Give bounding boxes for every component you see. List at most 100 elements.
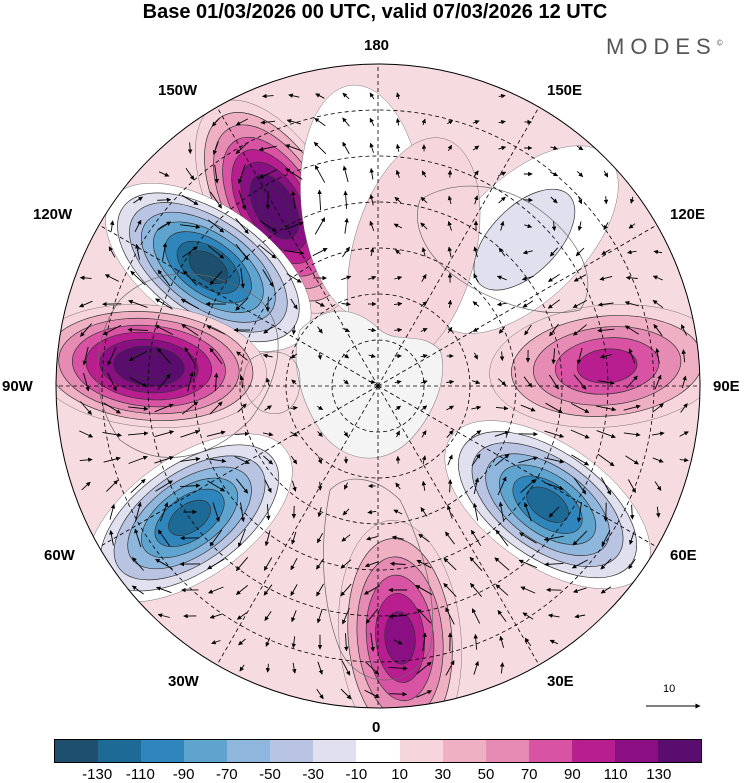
wind-arrow: [208, 586, 224, 594]
wind-arrow: [389, 561, 406, 567]
wind-arrow: [498, 326, 506, 334]
wind-arrow: [235, 218, 249, 234]
wind-arrow: [500, 220, 505, 231]
wind-arrow: [421, 247, 427, 257]
wind-arrow: [367, 275, 377, 281]
wind-arrow: [494, 557, 510, 571]
wind-arrow: [263, 584, 273, 596]
wind-arrow: [573, 324, 587, 336]
colorbar-swatch-10: [485, 740, 529, 762]
wind-arrow: [81, 481, 91, 491]
wind-arrow: [265, 296, 271, 312]
wind-arrow: [395, 92, 401, 100]
wind-arrow: [446, 405, 454, 411]
wind-arrow: [237, 403, 247, 413]
wind-arrow: [341, 534, 351, 542]
wind-arrow: [107, 372, 117, 392]
colorbar-swatch-12: [571, 740, 615, 762]
wind-arrow: [128, 351, 148, 361]
wind-arrow: [102, 431, 122, 438]
wind-arrow: [652, 275, 663, 281]
wind-arrow: [473, 273, 479, 283]
wind-arrow: [495, 405, 509, 411]
wind-arrow: [570, 403, 590, 413]
wind-arrow: [601, 249, 611, 255]
wind-arrow: [105, 480, 119, 492]
wind-arrow: [415, 584, 433, 596]
wind-arrow: [472, 301, 480, 307]
wind-arrow: [206, 458, 227, 464]
wind-arrow: [285, 144, 303, 152]
wind-arrow: [343, 482, 349, 490]
wind-arrow: [235, 243, 249, 261]
wind-arrow: [370, 632, 375, 652]
wind-arrow: [499, 662, 505, 674]
wind-arrow: [520, 404, 536, 412]
wind-arrow: [154, 325, 174, 335]
wind-arrow: [342, 92, 350, 100]
wind-arrow: [82, 346, 89, 366]
colorbar-tick-label: -110: [125, 766, 155, 783]
wind-arrow: [209, 401, 223, 415]
colorbar-tick-label: 70: [520, 766, 538, 783]
wind-arrow: [109, 503, 116, 520]
wind-arrow: [369, 247, 375, 257]
wind-arrow: [155, 480, 173, 492]
wind-arrow: [573, 274, 587, 282]
lon-label-30e: 30E: [547, 673, 574, 690]
colorbar-swatch-7: [356, 740, 400, 762]
wind-arrow: [157, 269, 171, 287]
colorbar-swatch-8: [399, 740, 443, 762]
wind-arrow: [416, 661, 432, 675]
colorbar-swatch-13: [614, 740, 658, 762]
wind-arrow: [421, 274, 427, 282]
wind-arrow: [290, 584, 298, 596]
wind-arrow: [653, 249, 663, 255]
wind-arrow: [103, 456, 121, 463]
wind-arrow: [344, 633, 349, 652]
wind-arrow: [180, 224, 201, 230]
wind-arrow: [316, 532, 324, 544]
wind-arrow: [364, 561, 379, 568]
wind-arrow: [416, 559, 432, 569]
wind-arrow: [206, 430, 226, 437]
wind-arrow: [264, 530, 271, 547]
wind-arrow: [317, 405, 324, 411]
wind-arrow: [262, 432, 274, 437]
wind-arrow: [262, 353, 273, 359]
lon-label-150e: 150E: [547, 82, 583, 99]
wind-arrow: [342, 117, 350, 127]
wind-arrow: [472, 327, 480, 332]
wind-arrow: [134, 219, 142, 233]
wind-arrow: [317, 326, 323, 334]
wind-arrow: [180, 429, 200, 438]
wind-arrow: [523, 376, 533, 388]
wind-arrow: [180, 456, 201, 462]
wind-arrow: [343, 379, 349, 385]
wind-arrow: [366, 536, 378, 541]
wind-arrow: [576, 347, 583, 365]
anomaly-contour: [473, 188, 576, 291]
wind-arrow: [524, 223, 533, 229]
wind-arrow: [446, 504, 453, 519]
wind-arrow: [109, 220, 115, 232]
wind-arrow: [185, 167, 195, 181]
wind-arrow: [623, 404, 641, 411]
wind-arrow: [157, 348, 171, 364]
wind-arrow: [473, 246, 478, 258]
wind-arrow: [420, 222, 428, 230]
wind-arrow: [83, 372, 90, 392]
wind-arrow: [314, 164, 326, 183]
wind-arrow: [498, 119, 506, 125]
wind-arrow: [182, 246, 198, 258]
wind-arrow: [596, 405, 617, 412]
lat-lon-grid: [56, 64, 700, 708]
wind-arrow: [520, 586, 536, 594]
wind-arrow: [135, 243, 140, 260]
wind-arrow: [518, 559, 538, 569]
wind-arrow: [316, 558, 324, 570]
wind-arrow: [317, 481, 323, 491]
wind-arrow: [79, 300, 93, 308]
wind-arrow: [237, 528, 246, 548]
wind-arrow: [389, 691, 408, 697]
